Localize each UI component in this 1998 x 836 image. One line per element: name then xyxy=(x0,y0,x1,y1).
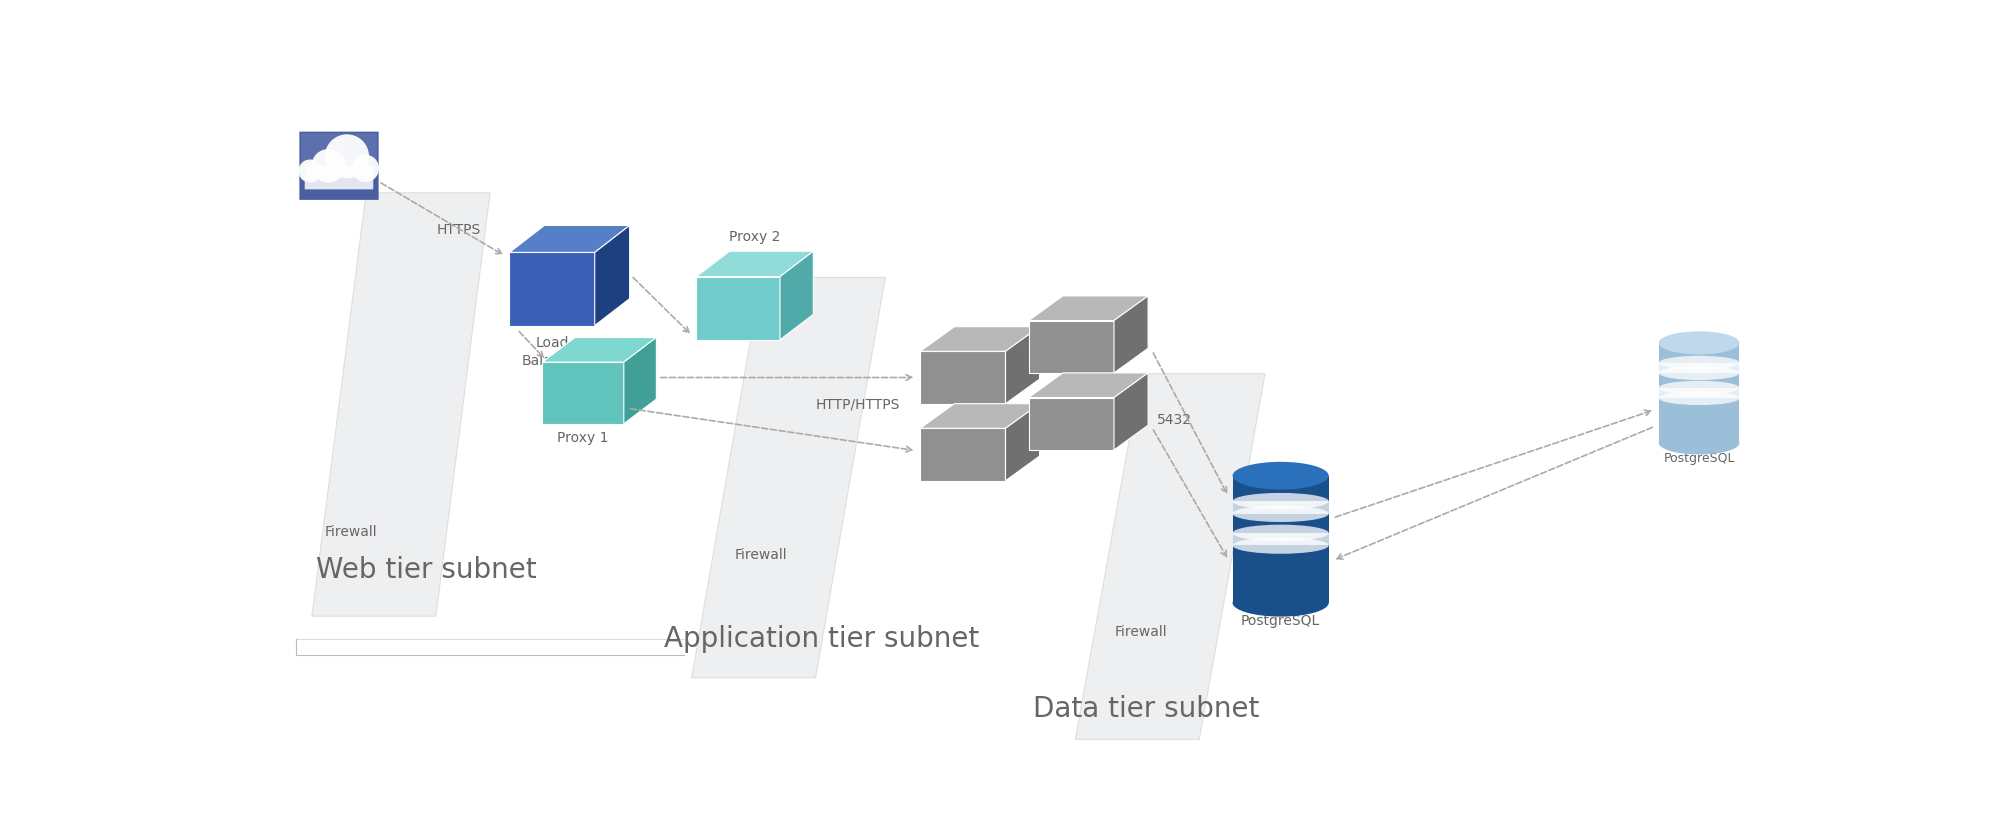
Text: 5432: 5432 xyxy=(1157,413,1191,427)
Polygon shape xyxy=(541,362,623,424)
Polygon shape xyxy=(595,226,629,325)
Polygon shape xyxy=(509,252,595,325)
Ellipse shape xyxy=(1233,589,1329,617)
Polygon shape xyxy=(1233,533,1329,545)
Ellipse shape xyxy=(1233,538,1329,553)
Polygon shape xyxy=(623,338,655,424)
Polygon shape xyxy=(919,428,1005,481)
Circle shape xyxy=(298,160,322,182)
Ellipse shape xyxy=(1658,431,1738,455)
Polygon shape xyxy=(1029,373,1147,398)
Polygon shape xyxy=(691,278,885,678)
Polygon shape xyxy=(1029,320,1113,373)
Polygon shape xyxy=(1658,343,1738,443)
Polygon shape xyxy=(695,252,813,277)
Ellipse shape xyxy=(1233,493,1329,509)
Polygon shape xyxy=(1075,374,1265,739)
Text: PostgreSQL: PostgreSQL xyxy=(1662,452,1734,465)
Polygon shape xyxy=(312,193,490,616)
Text: Web tier subnet: Web tier subnet xyxy=(316,556,535,584)
Polygon shape xyxy=(541,338,655,362)
Polygon shape xyxy=(1113,296,1147,373)
Ellipse shape xyxy=(1658,366,1738,380)
Text: Firewall: Firewall xyxy=(1115,624,1167,639)
Polygon shape xyxy=(1658,388,1738,398)
Circle shape xyxy=(324,135,370,178)
Polygon shape xyxy=(1005,404,1039,481)
Text: Data tier subnet: Data tier subnet xyxy=(1033,695,1259,722)
Polygon shape xyxy=(919,327,1039,351)
Text: Application tier subnet: Application tier subnet xyxy=(663,625,979,653)
Polygon shape xyxy=(1113,373,1147,450)
Polygon shape xyxy=(1029,296,1147,320)
Ellipse shape xyxy=(1233,525,1329,541)
FancyBboxPatch shape xyxy=(304,166,374,190)
Ellipse shape xyxy=(1658,391,1738,405)
Ellipse shape xyxy=(1658,356,1738,370)
Polygon shape xyxy=(919,404,1039,428)
Polygon shape xyxy=(1005,327,1039,404)
Circle shape xyxy=(352,155,380,182)
Text: Load
Balancer: Load Balancer xyxy=(521,336,583,368)
Polygon shape xyxy=(509,226,629,252)
Circle shape xyxy=(312,149,346,182)
Polygon shape xyxy=(695,277,779,339)
Ellipse shape xyxy=(1233,461,1329,490)
FancyBboxPatch shape xyxy=(300,131,378,200)
Text: HTTP/HTTPS: HTTP/HTTPS xyxy=(815,397,899,411)
Text: Firewall: Firewall xyxy=(735,548,787,562)
Ellipse shape xyxy=(1233,506,1329,522)
Text: HTTPS: HTTPS xyxy=(438,222,482,237)
Polygon shape xyxy=(1233,502,1329,513)
FancyBboxPatch shape xyxy=(302,133,378,176)
Text: Firewall: Firewall xyxy=(324,524,378,538)
Polygon shape xyxy=(779,252,813,339)
Ellipse shape xyxy=(1658,331,1738,354)
Polygon shape xyxy=(919,351,1005,404)
Polygon shape xyxy=(1233,476,1329,603)
Ellipse shape xyxy=(1658,380,1738,395)
Text: Proxy 2: Proxy 2 xyxy=(729,230,779,243)
Text: PostgreSQL: PostgreSQL xyxy=(1241,614,1319,629)
Polygon shape xyxy=(1658,363,1738,373)
Text: Proxy 1: Proxy 1 xyxy=(557,431,609,446)
Polygon shape xyxy=(1029,398,1113,450)
